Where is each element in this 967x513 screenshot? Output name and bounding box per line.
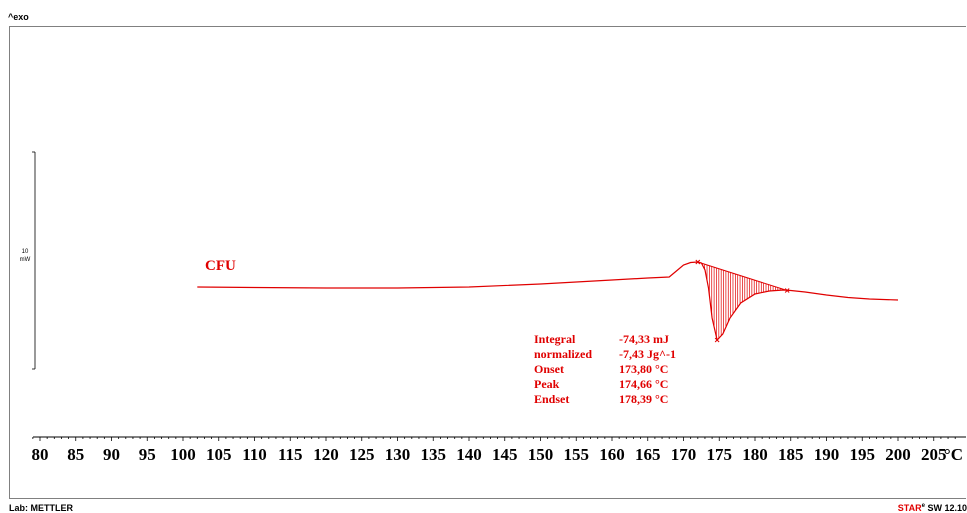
x-tick-label: 85 bbox=[67, 445, 84, 464]
x-tick-label: 160 bbox=[599, 445, 625, 464]
plot-frame bbox=[9, 26, 966, 499]
exo-label: ^exo bbox=[8, 12, 29, 22]
x-tick-label: 170 bbox=[671, 445, 697, 464]
x-tick-label: 110 bbox=[242, 445, 267, 464]
x-tick-label: 185 bbox=[778, 445, 804, 464]
x-tick-label: 125 bbox=[349, 445, 375, 464]
curve-marker bbox=[714, 337, 720, 343]
annotation-label: Endset bbox=[534, 392, 569, 406]
x-tick-label: 190 bbox=[814, 445, 840, 464]
lab-label: Lab: METTLER bbox=[9, 503, 73, 513]
software-label: STARe SW 12.10 bbox=[898, 503, 967, 513]
annotation-value: 178,39 °C bbox=[619, 392, 668, 406]
x-tick-label: 200 bbox=[885, 445, 911, 464]
x-tick-label: 130 bbox=[385, 445, 411, 464]
annotation-value: 174,66 °C bbox=[619, 377, 668, 391]
series-line-cfu bbox=[197, 261, 899, 342]
annotation-value: -7,43 Jg^-1 bbox=[619, 347, 676, 361]
annotation-table: Integral -74,33 mJ normalized -7,43 Jg^-1 O… bbox=[534, 332, 676, 406]
series-label-cfu: CFU bbox=[205, 258, 236, 274]
x-axis-unit: °C bbox=[944, 445, 963, 464]
x-tick-label: 175 bbox=[707, 445, 733, 464]
curve-marker bbox=[784, 288, 790, 293]
series-group: CFU bbox=[197, 258, 899, 343]
x-tick-label: 100 bbox=[170, 445, 196, 464]
x-tick-label: 135 bbox=[421, 445, 447, 464]
x-tick-label: 180 bbox=[742, 445, 768, 464]
annotation-label: Peak bbox=[534, 377, 560, 391]
x-axis: 80 85 90 95 100 105 110 115 120 125 130 135 140 145 15… bbox=[32, 436, 966, 464]
x-tick-label: 150 bbox=[528, 445, 554, 464]
x-tick-label: 115 bbox=[278, 445, 303, 464]
annotation-value: -74,33 mJ bbox=[619, 332, 669, 346]
curve-marker bbox=[695, 259, 701, 265]
software-brand: STAR bbox=[897, 503, 922, 513]
x-tick-label: 120 bbox=[313, 445, 339, 464]
x-tick-label: 105 bbox=[206, 445, 232, 464]
scale-bar-unit: mW bbox=[20, 257, 31, 263]
x-tick-label: 195 bbox=[850, 445, 876, 464]
x-tick-label: 145 bbox=[492, 445, 518, 464]
annotation-label: Onset bbox=[534, 362, 564, 376]
peak-baseline bbox=[697, 261, 788, 291]
x-tick-label: 95 bbox=[139, 445, 156, 464]
x-tick-label: 205 bbox=[921, 445, 947, 464]
x-tick-label: 155 bbox=[564, 445, 590, 464]
x-tick-label: 165 bbox=[635, 445, 661, 464]
x-tick-label: 90 bbox=[103, 445, 120, 464]
software-version: SW 12.10 bbox=[924, 503, 967, 513]
software-super: e bbox=[921, 503, 925, 509]
y-scale-bar: 10 mW bbox=[20, 151, 36, 370]
x-tick-label: 80 bbox=[32, 445, 49, 464]
annotation-label: normalized bbox=[534, 347, 592, 361]
scale-bar-value: 10 bbox=[22, 249, 29, 255]
annotation-value: 173,80 °C bbox=[619, 362, 668, 376]
x-tick-label: 140 bbox=[456, 445, 482, 464]
annotation-label: Integral bbox=[534, 332, 576, 346]
